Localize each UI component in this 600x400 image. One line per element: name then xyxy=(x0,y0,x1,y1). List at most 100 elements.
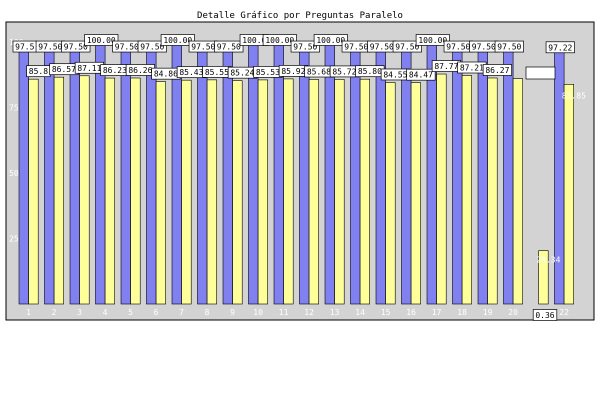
data-label-s1-box xyxy=(160,34,195,46)
y-tick-label: 25 xyxy=(9,235,19,244)
data-label-s1: 97.50 xyxy=(217,43,241,52)
data-label-s1-box xyxy=(137,40,167,53)
data-label-s2: 85.68 xyxy=(307,68,331,77)
data-label-s1-box xyxy=(545,41,575,54)
data-label-s1: 100.00 xyxy=(163,36,192,45)
bar-s1-8 xyxy=(197,48,208,305)
data-label-s2: 85.80 xyxy=(358,67,382,76)
bar-s1-17 xyxy=(426,41,437,305)
data-label-s2: 86.26 xyxy=(128,66,152,75)
x-tick-label: 2 xyxy=(52,308,57,317)
data-label-s2: 20.34 xyxy=(536,256,560,265)
bar-s2-2 xyxy=(53,76,64,305)
bar-s1-13 xyxy=(324,41,335,305)
bar-s1-11 xyxy=(273,41,284,305)
bar-s2-14 xyxy=(359,78,371,305)
x-tick-label: 6 xyxy=(154,308,159,317)
bar-s2-13 xyxy=(334,79,345,305)
x-tick-label: 12 xyxy=(304,308,314,317)
data-label-s1-box xyxy=(61,40,91,53)
data-label-s1: 97.50 xyxy=(38,43,62,52)
bar-s2-12 xyxy=(308,79,320,305)
data-label-s1: 97.50 xyxy=(497,43,521,52)
data-label-s1-box xyxy=(313,34,348,46)
bar-s1-10 xyxy=(248,41,259,305)
data-label-s2-box xyxy=(482,64,512,76)
x-tick-label: 19 xyxy=(483,308,493,317)
data-label-s2: 84.47 xyxy=(409,71,433,80)
bar-s1-6 xyxy=(146,48,157,305)
data-label-s1: 97.50 xyxy=(472,43,496,52)
data-label-s1-box xyxy=(494,40,524,53)
data-label-s2: 85.55 xyxy=(205,68,229,77)
bar-s2-16 xyxy=(410,82,422,305)
chart-title: Detalle Gráfico por Preguntas Paralelo xyxy=(197,11,403,21)
bar-s1-5 xyxy=(120,48,131,305)
data-label-s1: 97.50 xyxy=(395,43,419,52)
data-label-s2: 87.77 xyxy=(434,62,458,71)
data-label-s1-box xyxy=(214,40,244,53)
data-label-s2: 84.86 xyxy=(154,70,178,79)
data-label-s1-box xyxy=(262,34,297,46)
x-tick-label: 5 xyxy=(128,308,133,317)
data-label-s1: 97.50 xyxy=(140,43,164,52)
data-label-s1: 97.50 xyxy=(446,43,470,52)
data-label-s1: 97.50 xyxy=(191,43,215,52)
x-tick-label: 3 xyxy=(77,308,82,317)
data-label-s1: 97.50 xyxy=(293,43,317,52)
bar-s1-2 xyxy=(44,48,55,305)
data-label-s1-box xyxy=(84,34,119,46)
bar-s2-7 xyxy=(181,79,192,305)
data-label-s2: 87.11 xyxy=(77,64,101,73)
data-label-s2: 85.43 xyxy=(179,68,203,77)
bar-s2-1 xyxy=(28,78,39,305)
bar-s1-4 xyxy=(95,41,106,305)
bar-s2-20 xyxy=(512,78,523,305)
data-label-s2: 85.72 xyxy=(332,67,356,76)
data-label-s2: 87.21 xyxy=(460,64,484,73)
bar-s2-5 xyxy=(130,77,141,305)
x-tick-label: 1 xyxy=(26,308,31,317)
x-tick-label: 7 xyxy=(179,308,184,317)
x-tick-label: 8 xyxy=(205,308,210,317)
x-tick-label: 17 xyxy=(432,308,442,317)
data-label-s2: 85.8 xyxy=(29,67,48,76)
x-tick-label: 11 xyxy=(279,308,289,317)
bar-s2-3 xyxy=(79,75,90,305)
data-label-s2: 83.85 xyxy=(562,91,586,100)
data-label-extra: 0.36 xyxy=(535,311,554,320)
data-label-s2-box xyxy=(406,68,436,81)
data-label-s1-box xyxy=(392,40,422,53)
data-label-s1: 97.50 xyxy=(344,43,368,52)
data-label-s1-box xyxy=(415,34,450,46)
data-label-s2: 86.57 xyxy=(52,65,76,74)
data-label-extra-box xyxy=(532,309,558,321)
bar-s2-18 xyxy=(461,75,473,305)
bar-s2-17 xyxy=(436,73,447,305)
data-label-s2: 86.23 xyxy=(103,66,127,75)
bar-s1-22 xyxy=(554,48,565,305)
data-label-s1: 97.50 xyxy=(370,43,394,52)
bar-s1-20 xyxy=(503,48,514,305)
x-tick-label: 13 xyxy=(330,308,340,317)
x-tick-label: 18 xyxy=(457,308,467,317)
bar-s2-9 xyxy=(232,80,243,305)
bar-s2-11 xyxy=(283,78,294,305)
data-label-s1: 97.5 xyxy=(15,43,34,52)
bar-s1-18 xyxy=(452,48,463,305)
bar-s2-22 xyxy=(563,84,574,305)
bar-s1-7 xyxy=(171,41,182,305)
bar-s2-15 xyxy=(385,82,396,305)
bar-s2-21 xyxy=(538,250,549,305)
data-label-s1: 97.50 xyxy=(64,43,88,52)
data-label-s1: 100.00 xyxy=(87,36,116,45)
x-tick-label: 10 xyxy=(253,308,263,317)
data-label-s1-box xyxy=(290,40,320,53)
data-label-s1: 100.00 xyxy=(265,36,294,45)
bar-s2-19 xyxy=(487,77,498,305)
bar-s2-8 xyxy=(206,79,218,305)
data-label-s1: 100.00 xyxy=(418,36,447,45)
x-tick-label: 14 xyxy=(355,308,365,317)
x-tick-label: 4 xyxy=(103,308,108,317)
data-label-s1: 97.22 xyxy=(548,43,572,52)
